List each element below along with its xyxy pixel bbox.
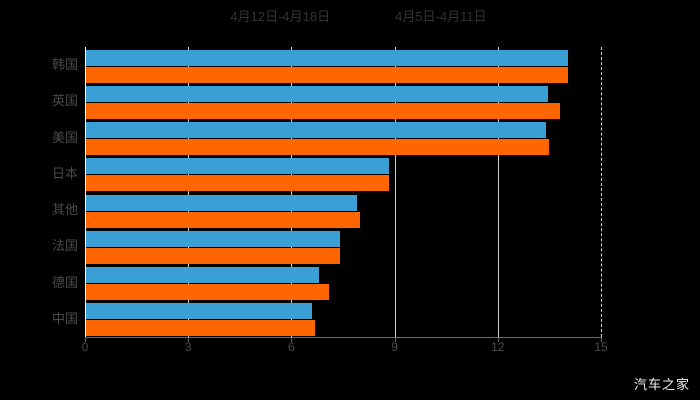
x-axis-tickmark-3 (188, 337, 190, 342)
x-axis-tick-labels: 0 3 6 9 12 15 (81, 340, 608, 360)
bar-英国-4月5日-4月11日[interactable] (85, 102, 560, 119)
y-axis-tick-日本: 日本 (51, 165, 78, 181)
y-axis-tick-韩国: 韩国 (51, 57, 78, 73)
gridline-x-15 (601, 47, 603, 337)
bar-日本-4月12日-4月18日[interactable] (85, 158, 390, 175)
bar-美国-4月12日-4月18日[interactable] (85, 122, 546, 139)
bar-法国-4月12日-4月18日[interactable] (85, 230, 340, 247)
gridline-x-6 (291, 47, 293, 337)
x-axis-tickmark-0 (85, 337, 86, 342)
gridline-x-9 (394, 47, 396, 337)
legend-marker-circle-icon (213, 11, 223, 21)
gridline-x-3 (188, 47, 190, 337)
x-axis-tickmark-15 (601, 337, 602, 342)
legend-label-series-2: 4月5日-4月11日 (395, 8, 487, 24)
bar-其他-4月5日-4月11日[interactable] (85, 211, 361, 228)
x-axis-tick-6: 6 (288, 340, 295, 354)
bar-英国-4月12日-4月18日[interactable] (85, 85, 548, 102)
y-axis-tick-德国: 德国 (51, 274, 78, 290)
plot-area (85, 47, 603, 337)
bar-其他-4月12日-4月18日[interactable] (85, 194, 357, 211)
x-axis-tickmark-12 (497, 337, 499, 342)
bar-美国-4月5日-4月11日[interactable] (85, 139, 550, 156)
x-axis-tickmark-9 (394, 337, 396, 342)
x-axis-tick-3: 3 (184, 340, 192, 354)
x-axis-tick-12: 12 (491, 340, 505, 354)
legend-item-series-2[interactable]: 4月5日-4月11日 (378, 10, 487, 23)
gridline-x-12 (497, 47, 499, 337)
y-axis-tick-其他: 其他 (51, 202, 78, 218)
bar-法国-4月5日-4月11日[interactable] (85, 247, 340, 264)
bar-日本-4月5日-4月11日[interactable] (85, 175, 390, 192)
bar-德国-4月5日-4月11日[interactable] (85, 284, 330, 301)
chart-legend: 4月12日-4月18日 4月5日-4月11日 (0, 0, 700, 32)
bar-韩国-4月12日-4月18日[interactable] (85, 49, 569, 66)
x-axis-tick-0: 0 (81, 340, 89, 354)
legend-item-series-1[interactable]: 4月12日-4月18日 (213, 10, 330, 23)
y-axis-tick-中国: 中国 (51, 310, 78, 326)
watermark: 汽车之家 (633, 377, 690, 392)
x-axis-tick-9: 9 (391, 340, 398, 354)
legend-marker-square-icon (378, 11, 388, 21)
x-axis-line (85, 337, 602, 338)
y-axis-tick-美国: 美国 (51, 129, 78, 145)
bar-韩国-4月5日-4月11日[interactable] (85, 66, 569, 83)
x-axis-tick-15: 15 (594, 340, 608, 354)
bar-德国-4月12日-4月18日[interactable] (85, 267, 319, 284)
x-axis-tickmark-6 (291, 337, 293, 342)
y-axis-tick-labels: 韩国英国美国日本其他法国德国中国 (0, 47, 78, 337)
legend-label-series-1: 4月12日-4月18日 (230, 8, 331, 24)
y-axis-line (85, 47, 86, 337)
bar-中国-4月5日-4月11日[interactable] (85, 320, 316, 337)
bar-中国-4月12日-4月18日[interactable] (85, 303, 313, 320)
y-axis-tick-英国: 英国 (51, 93, 78, 109)
y-axis-tick-法国: 法国 (51, 238, 78, 254)
